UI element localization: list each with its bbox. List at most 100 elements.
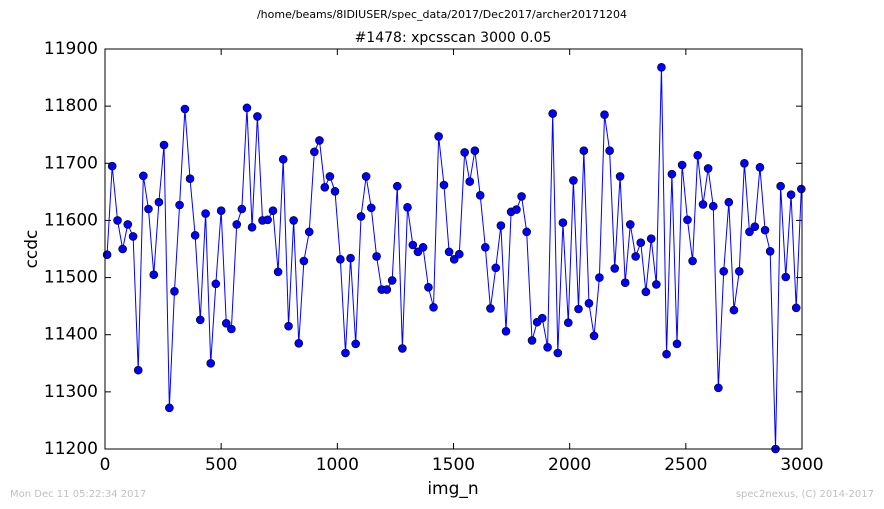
data-point: [470, 146, 480, 156]
x-tick-label: 500: [205, 455, 237, 475]
data-point: [558, 218, 568, 228]
data-point: [408, 240, 418, 250]
y-tick-label: 11600: [44, 210, 98, 230]
data-point: [563, 318, 573, 328]
data-point: [366, 203, 376, 213]
data-point: [522, 227, 531, 237]
data-point: [175, 200, 184, 210]
data-point: [791, 303, 801, 313]
chart-title: #1478: xpcsscan 3000 0.05: [355, 30, 552, 46]
data-point: [688, 256, 697, 266]
data-point: [460, 148, 469, 157]
data-point: [278, 154, 288, 164]
data-point: [662, 349, 671, 359]
data-point: [398, 344, 407, 353]
data-point: [589, 331, 599, 341]
data-point: [351, 339, 360, 349]
data-point: [724, 197, 734, 207]
data-point: [216, 206, 226, 216]
data-point: [232, 220, 242, 229]
data-point: [615, 172, 625, 181]
data-point: [481, 242, 490, 252]
data-point: [693, 150, 702, 160]
data-point: [434, 132, 443, 141]
data-point: [211, 279, 221, 289]
data-point: [652, 280, 661, 289]
data-point: [330, 186, 340, 196]
data-point: [149, 270, 159, 280]
data-point: [626, 220, 635, 229]
data-point: [139, 171, 148, 181]
data-point: [289, 216, 298, 225]
data-point: [113, 216, 122, 225]
x-tick-label: 2000: [548, 455, 591, 475]
data-point: [128, 232, 138, 241]
data-point: [548, 109, 558, 118]
data-point: [512, 205, 521, 214]
data-point: [227, 324, 236, 334]
data-point: [781, 272, 791, 282]
data-point: [579, 146, 589, 156]
data-point: [195, 315, 205, 325]
data-point: [263, 215, 272, 225]
data-point: [424, 282, 433, 292]
data-point: [765, 246, 775, 256]
data-point: [418, 242, 428, 252]
data-point: [527, 336, 537, 345]
data-point: [144, 204, 153, 214]
data-point: [672, 339, 682, 349]
data-point: [242, 103, 252, 113]
data-point: [760, 225, 770, 235]
data-point: [755, 162, 765, 172]
data-point: [444, 247, 454, 257]
data-point: [683, 215, 692, 225]
data-point: [382, 285, 392, 294]
data-point: [496, 221, 506, 230]
data-point: [677, 160, 687, 170]
data-point: [118, 244, 127, 254]
data-point: [631, 252, 640, 261]
data-point: [190, 230, 200, 240]
data-point: [600, 110, 609, 120]
data-point: [486, 304, 495, 313]
data-point: [776, 181, 785, 191]
data-point: [584, 298, 594, 308]
data-point: [221, 318, 231, 328]
data-point: [341, 348, 350, 358]
data-point: [537, 313, 547, 323]
footer-right: spec2nexus, (C) 2014-2017: [736, 489, 874, 500]
data-point: [237, 204, 247, 214]
data-point: [517, 192, 526, 201]
data-point: [703, 164, 713, 173]
data-point: [636, 238, 646, 248]
y-axis-label: ccdc: [22, 230, 42, 269]
data-point: [439, 180, 449, 190]
data-point: [284, 321, 293, 331]
data-point: [734, 266, 744, 276]
data-point: [786, 190, 796, 200]
data-point: [304, 227, 314, 237]
data-point: [750, 222, 760, 232]
data-point: [133, 365, 143, 375]
x-tick-label: 3000: [780, 455, 823, 475]
data-point: [646, 234, 656, 244]
data-point: [574, 304, 583, 314]
data-point: [698, 200, 708, 209]
data-point: [159, 140, 169, 150]
x-tick-label: 1500: [432, 455, 475, 475]
data-point: [201, 209, 210, 218]
data-point: [356, 212, 366, 221]
suptitle: /home/beams/8IDIUSER/spec_data/2017/Dec2…: [257, 8, 627, 21]
data-point: [346, 253, 355, 263]
data-point: [543, 342, 552, 352]
x-tick-label: 2500: [664, 455, 707, 475]
y-tick-label: 11500: [44, 268, 98, 288]
data-point: [403, 202, 412, 212]
data-point: [729, 305, 739, 315]
data-point: [247, 222, 257, 232]
data-point: [595, 273, 604, 282]
data-point: [475, 190, 485, 200]
data-point: [667, 169, 677, 179]
data-point: [253, 112, 262, 121]
